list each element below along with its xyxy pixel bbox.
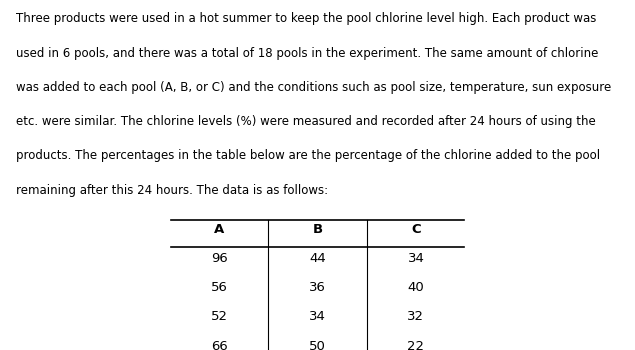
Text: remaining after this 24 hours. The data is as follows:: remaining after this 24 hours. The data … [16,184,328,197]
Text: B: B [312,223,323,236]
Text: 34: 34 [309,310,326,323]
Text: 22: 22 [408,340,424,350]
Text: used in 6 pools, and there was a total of 18 pools in the experiment. The same a: used in 6 pools, and there was a total o… [16,47,598,60]
Text: 40: 40 [408,281,424,294]
Text: 32: 32 [408,310,424,323]
Text: 36: 36 [309,281,326,294]
Text: Three products were used in a hot summer to keep the pool chlorine level high. E: Three products were used in a hot summer… [16,12,596,25]
Text: 44: 44 [309,252,326,265]
Text: C: C [411,223,421,236]
Text: 50: 50 [309,340,326,350]
Text: 96: 96 [211,252,227,265]
Text: 34: 34 [408,252,424,265]
Text: 52: 52 [211,310,227,323]
Text: 56: 56 [211,281,227,294]
Text: products. The percentages in the table below are the percentage of the chlorine : products. The percentages in the table b… [16,149,600,162]
Text: etc. were similar. The chlorine levels (%) were measured and recorded after 24 h: etc. were similar. The chlorine levels (… [16,115,596,128]
Text: 66: 66 [211,340,227,350]
Text: was added to each pool (A, B, or C) and the conditions such as pool size, temper: was added to each pool (A, B, or C) and … [16,81,611,94]
Text: A: A [214,223,224,236]
